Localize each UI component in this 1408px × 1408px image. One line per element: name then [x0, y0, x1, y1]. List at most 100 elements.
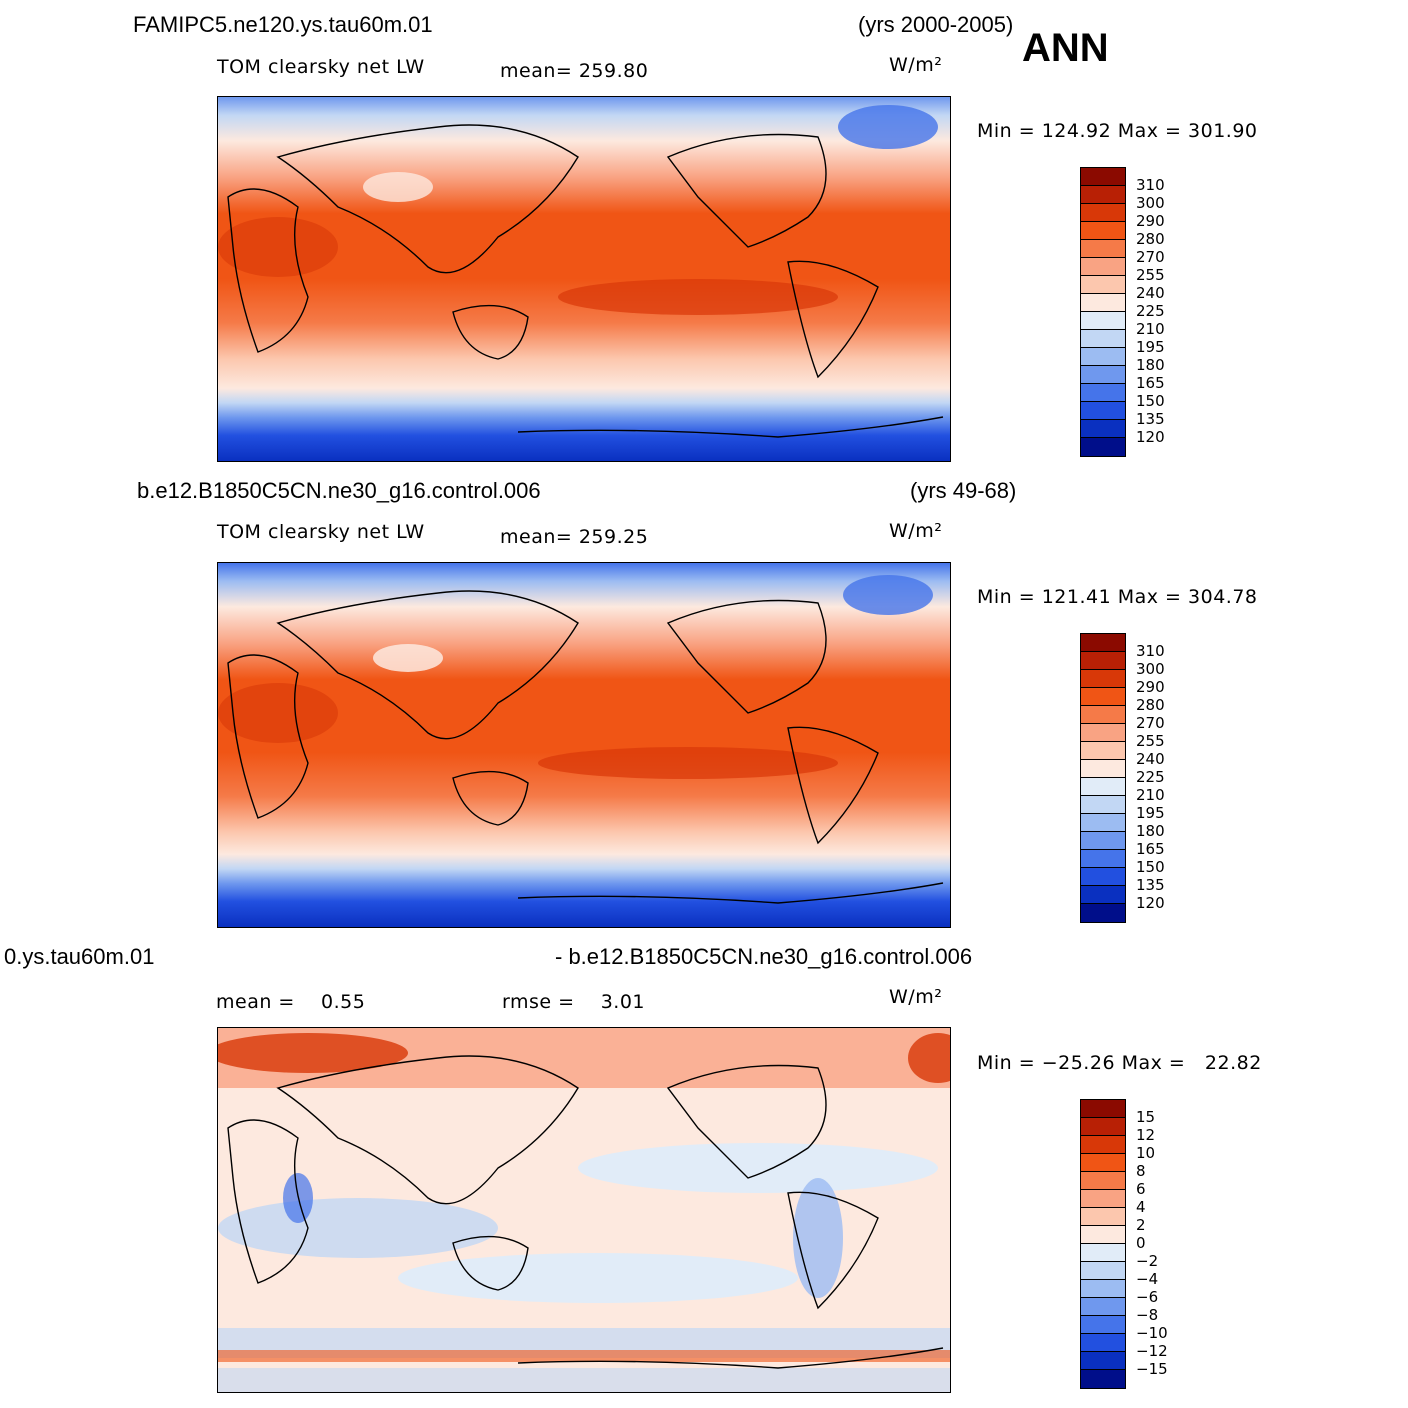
colorbar-swatch — [1081, 168, 1125, 186]
colorbar-swatch — [1081, 1298, 1125, 1316]
colorbar-swatch — [1081, 1172, 1125, 1190]
colorbar-tick-label: 210 — [1136, 786, 1165, 804]
colorbar-tick-label: 10 — [1136, 1144, 1156, 1162]
panel3-map-field — [218, 1028, 950, 1392]
colorbar-swatch — [1081, 652, 1125, 670]
colorbar-tick-label: 120 — [1136, 894, 1165, 912]
colorbar-swatch — [1081, 1118, 1125, 1136]
colorbar-tick-label: 300 — [1136, 194, 1165, 212]
panel1-years-label: (yrs 2000-2005) — [858, 12, 1014, 37]
panel1-colorbar — [1080, 167, 1126, 457]
colorbar-tick-label: 255 — [1136, 266, 1165, 284]
colorbar-swatch — [1081, 1280, 1125, 1298]
colorbar-tick-label: 195 — [1136, 338, 1165, 356]
colorbar-tick-label: −12 — [1136, 1342, 1168, 1360]
colorbar-swatch — [1081, 1226, 1125, 1244]
colorbar-tick-label: −15 — [1136, 1360, 1168, 1378]
colorbar-tick-label: 8 — [1136, 1162, 1146, 1180]
colorbar-swatch — [1081, 778, 1125, 796]
colorbar-tick-label: 180 — [1136, 822, 1165, 840]
panel3-colorbar — [1080, 1099, 1126, 1389]
colorbar-swatch — [1081, 348, 1125, 366]
colorbar-swatch — [1081, 384, 1125, 402]
panel2-minmax-label: Min = 121.41 Max = 304.78 — [977, 586, 1258, 608]
colorbar-swatch — [1081, 1334, 1125, 1352]
colorbar-tick-label: 165 — [1136, 374, 1165, 392]
colorbar-tick-label: 195 — [1136, 804, 1165, 822]
colorbar-swatch — [1081, 1208, 1125, 1226]
colorbar-tick-label: 310 — [1136, 642, 1165, 660]
colorbar-tick-label: 255 — [1136, 732, 1165, 750]
colorbar-swatch — [1081, 796, 1125, 814]
panel2-years-label: (yrs 49-68) — [910, 478, 1017, 503]
colorbar-tick-label: 225 — [1136, 768, 1165, 786]
colorbar-swatch — [1081, 1370, 1125, 1388]
panel2-mean-label: mean= 259.25 — [500, 526, 649, 548]
colorbar-swatch — [1081, 850, 1125, 868]
colorbar-tick-label: 225 — [1136, 302, 1165, 320]
panel3-rmse-label: rmse = 3.01 — [502, 991, 645, 1013]
panel2-variable-label: TOM clearsky net LW — [217, 521, 425, 543]
colorbar-swatch — [1081, 1244, 1125, 1262]
panel1-units-label: W/m² — [889, 54, 943, 76]
panel1-case-label: FAMIPC5.ne120.ys.tau60m.01 — [133, 12, 433, 37]
colorbar-swatch — [1081, 366, 1125, 384]
colorbar-swatch — [1081, 688, 1125, 706]
colorbar-swatch — [1081, 258, 1125, 276]
colorbar-swatch — [1081, 312, 1125, 330]
colorbar-tick-label: 300 — [1136, 660, 1165, 678]
colorbar-tick-label: 280 — [1136, 230, 1165, 248]
colorbar-swatch — [1081, 402, 1125, 420]
panel3-map — [217, 1027, 951, 1393]
colorbar-swatch — [1081, 222, 1125, 240]
colorbar-tick-label: 270 — [1136, 714, 1165, 732]
colorbar-tick-label: 120 — [1136, 428, 1165, 446]
colorbar-tick-label: 6 — [1136, 1180, 1146, 1198]
panel2-case-label: b.e12.B1850C5CN.ne30_g16.control.006 — [137, 478, 541, 503]
panel3-case-label: 0.ys.tau60m.01 — [4, 944, 155, 969]
colorbar-tick-label: 240 — [1136, 284, 1165, 302]
colorbar-swatch — [1081, 240, 1125, 258]
colorbar-tick-label: 310 — [1136, 176, 1165, 194]
colorbar-tick-label: 270 — [1136, 248, 1165, 266]
season-label: ANN — [1022, 26, 1109, 70]
colorbar-tick-label: 15 — [1136, 1108, 1156, 1126]
colorbar-swatch — [1081, 204, 1125, 222]
colorbar-swatch — [1081, 760, 1125, 778]
colorbar-swatch — [1081, 814, 1125, 832]
colorbar-swatch — [1081, 438, 1125, 456]
colorbar-swatch — [1081, 724, 1125, 742]
panel1-map — [217, 96, 951, 462]
colorbar-swatch — [1081, 276, 1125, 294]
colorbar-swatch — [1081, 1136, 1125, 1154]
colorbar-swatch — [1081, 670, 1125, 688]
colorbar-swatch — [1081, 706, 1125, 724]
panel2-map — [217, 562, 951, 928]
colorbar-tick-label: −4 — [1136, 1270, 1159, 1288]
colorbar-tick-label: 135 — [1136, 876, 1165, 894]
colorbar-swatch — [1081, 330, 1125, 348]
colorbar-tick-label: 280 — [1136, 696, 1165, 714]
panel2-units-label: W/m² — [889, 520, 943, 542]
colorbar-swatch — [1081, 1154, 1125, 1172]
colorbar-swatch — [1081, 1316, 1125, 1334]
colorbar-swatch — [1081, 868, 1125, 886]
colorbar-swatch — [1081, 1190, 1125, 1208]
panel1-mean-label: mean= 259.80 — [500, 60, 649, 82]
colorbar-tick-label: −2 — [1136, 1252, 1159, 1270]
colorbar-tick-label: 2 — [1136, 1216, 1146, 1234]
colorbar-swatch — [1081, 420, 1125, 438]
colorbar-tick-label: 150 — [1136, 858, 1165, 876]
panel3-mean-label: mean = 0.55 — [216, 991, 366, 1013]
panel2-colorbar — [1080, 633, 1126, 923]
colorbar-tick-label: −6 — [1136, 1288, 1159, 1306]
colorbar-swatch — [1081, 886, 1125, 904]
colorbar-swatch — [1081, 1100, 1125, 1118]
colorbar-swatch — [1081, 1262, 1125, 1280]
panel3-minmax-label: Min = −25.26 Max = 22.82 — [977, 1052, 1262, 1074]
colorbar-swatch — [1081, 294, 1125, 312]
colorbar-swatch — [1081, 634, 1125, 652]
colorbar-tick-label: 12 — [1136, 1126, 1156, 1144]
colorbar-tick-label: −10 — [1136, 1324, 1168, 1342]
colorbar-tick-label: 135 — [1136, 410, 1165, 428]
